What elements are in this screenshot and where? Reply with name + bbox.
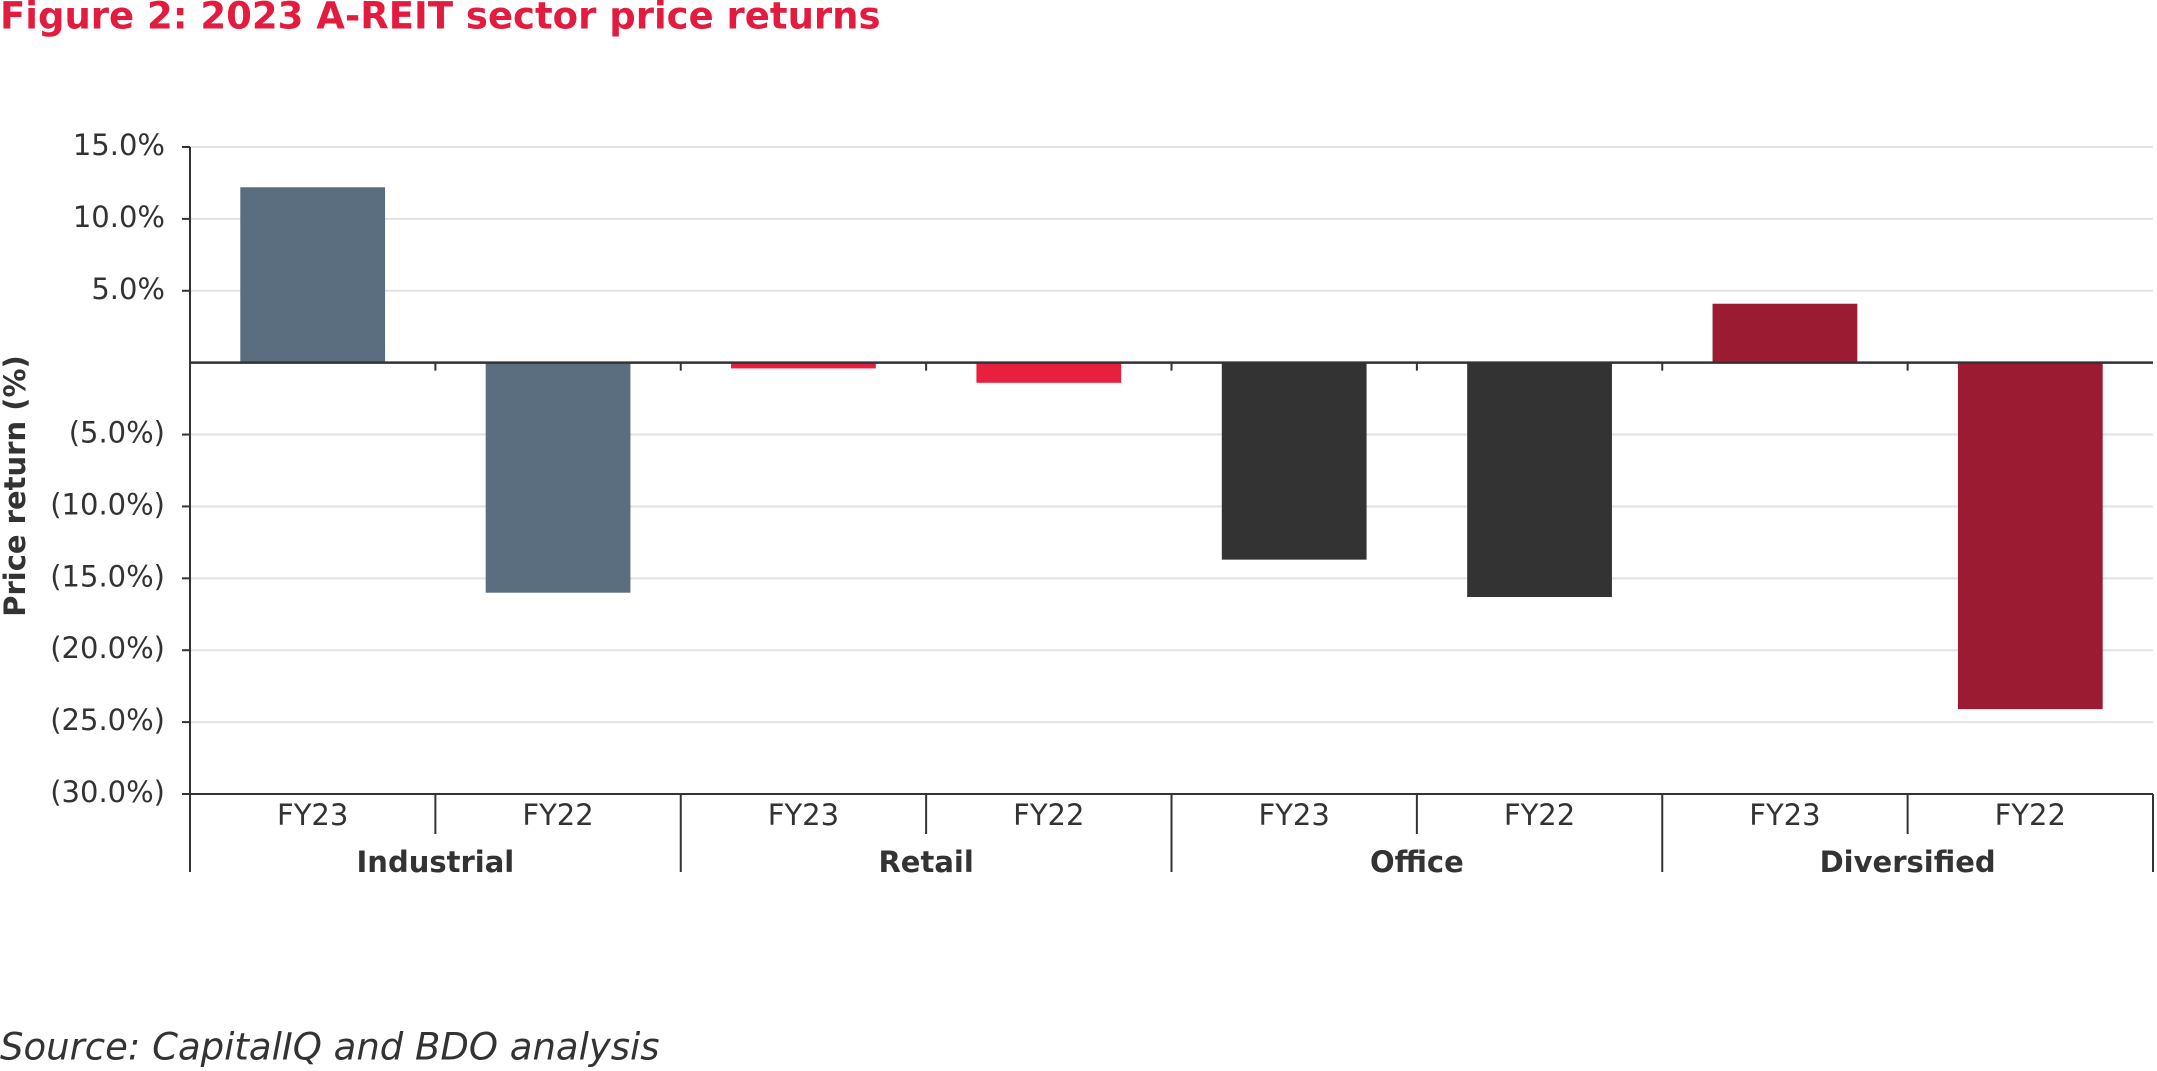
y-tick-label: (15.0%) <box>50 559 165 593</box>
bar <box>485 362 631 593</box>
group-label: Retail <box>878 845 973 879</box>
y-tick-label: 5.0% <box>91 272 165 306</box>
bar <box>1957 362 2103 710</box>
x-tick-label: FY23 <box>1749 798 1820 832</box>
y-tick-label: (10.0%) <box>50 487 165 521</box>
y-tick-label: 10.0% <box>73 200 165 234</box>
x-tick-label: FY23 <box>277 798 348 832</box>
bar <box>1712 303 1858 363</box>
x-tick-label: FY22 <box>1995 798 2066 832</box>
y-tick-label: 15.0% <box>73 128 165 162</box>
bar <box>1467 362 1612 598</box>
bar <box>731 362 876 369</box>
bar <box>1221 362 1367 560</box>
x-tick-label: FY22 <box>1013 798 1084 832</box>
y-tick-label: (25.0%) <box>50 703 165 737</box>
group-label: Diversified <box>1820 845 1996 879</box>
bar <box>240 187 386 363</box>
group-label: Industrial <box>357 845 515 879</box>
y-tick-label: (30.0%) <box>50 775 165 809</box>
x-tick-label: FY23 <box>1259 798 1330 832</box>
y-axis-label: Price return (%) <box>0 355 32 617</box>
bar <box>976 362 1122 383</box>
y-tick-label: (5.0%) <box>69 416 165 450</box>
x-tick-label: FY22 <box>522 798 593 832</box>
x-tick-label: FY23 <box>768 798 839 832</box>
y-tick-label: (20.0%) <box>50 631 165 665</box>
chart-title: Figure 2: 2023 A-REIT sector price retur… <box>0 0 881 38</box>
source-note: Source: CapitalIQ and BDO analysis <box>0 1026 660 1069</box>
x-tick-label: FY22 <box>1504 798 1575 832</box>
group-label: Office <box>1370 845 1464 879</box>
